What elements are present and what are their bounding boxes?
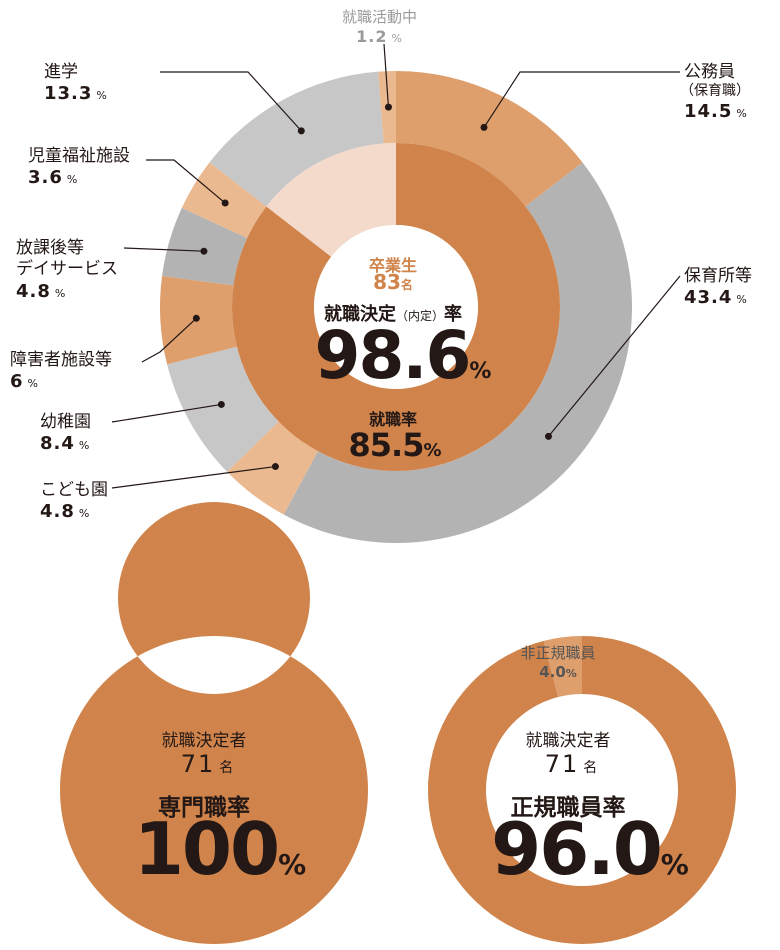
leader-line-2 — [111, 465, 276, 489]
seiki-people-label: 就職決定者 — [525, 731, 611, 751]
hiseiki-label: 非正規職員 4.0% — [520, 644, 596, 681]
seiki-rate-value: 96.0% — [491, 807, 689, 891]
decision-rate-label: 就職決定（内定）率 — [323, 304, 463, 325]
senmon-ring — [59, 502, 368, 944]
leader-line-3 — [111, 403, 222, 423]
label-shingaku: 進学 13.3% — [44, 62, 108, 105]
label-shougaisha: 障害者施設等 6% — [10, 350, 112, 393]
seiki-rate-label: 正規職員率 — [510, 795, 626, 821]
leader-line-4 — [141, 317, 197, 363]
senmon-rate-value: 100% — [133, 807, 307, 891]
leader-line-7 — [160, 71, 302, 132]
leader-line-1 — [548, 275, 681, 437]
seiki-ring-main — [428, 636, 737, 945]
outer-ring-slice-7 — [209, 71, 384, 207]
decision-rate-value: 98.6% — [314, 317, 492, 394]
seiki-people-count: 71 名 — [544, 750, 600, 778]
employment-rate-label: 就職率 — [368, 410, 418, 429]
employment-rate-value: 85.5% — [348, 426, 442, 464]
outer-ring-slice-3 — [167, 346, 279, 472]
leader-line-5 — [123, 247, 204, 252]
label-shinro-katsudou: 就職活動中 1.2% — [342, 8, 418, 46]
graduates-count: 83名 — [373, 270, 413, 294]
leader-line-8 — [383, 43, 390, 108]
label-hoikusho: 保育所等 43.4% — [684, 266, 752, 309]
graduates-label: 卒業生 — [368, 256, 418, 275]
inner-ring-slice-0 — [232, 143, 561, 472]
label-koumuin: 公務員 （保育職） 14.5% — [680, 62, 750, 122]
senmon-rate-label: 専門職率 — [158, 795, 250, 821]
label-houkago: 放課後等 デイサービス 4.8% — [16, 238, 118, 302]
leader-line-0 — [483, 71, 680, 128]
outer-ring-slice-0 — [396, 71, 583, 207]
donut-center-hole — [314, 225, 478, 389]
senmon-people-count: 71 名 — [180, 750, 236, 778]
senmon-people-label: 就職決定者 — [161, 731, 247, 751]
leader-line-6 — [146, 159, 226, 204]
seiki-ring-hiseiki — [543, 636, 582, 698]
label-kodomoen: こども園 4.8% — [40, 480, 108, 523]
label-youchien: 幼稚園 8.4% — [40, 412, 91, 455]
inner-ring-slice-1 — [266, 143, 396, 257]
label-jidou-fukushi: 児童福祉施設 3.6% — [28, 146, 130, 189]
outer-ring-slice-1 — [283, 162, 633, 544]
outer-ring-slice-5 — [162, 207, 248, 286]
